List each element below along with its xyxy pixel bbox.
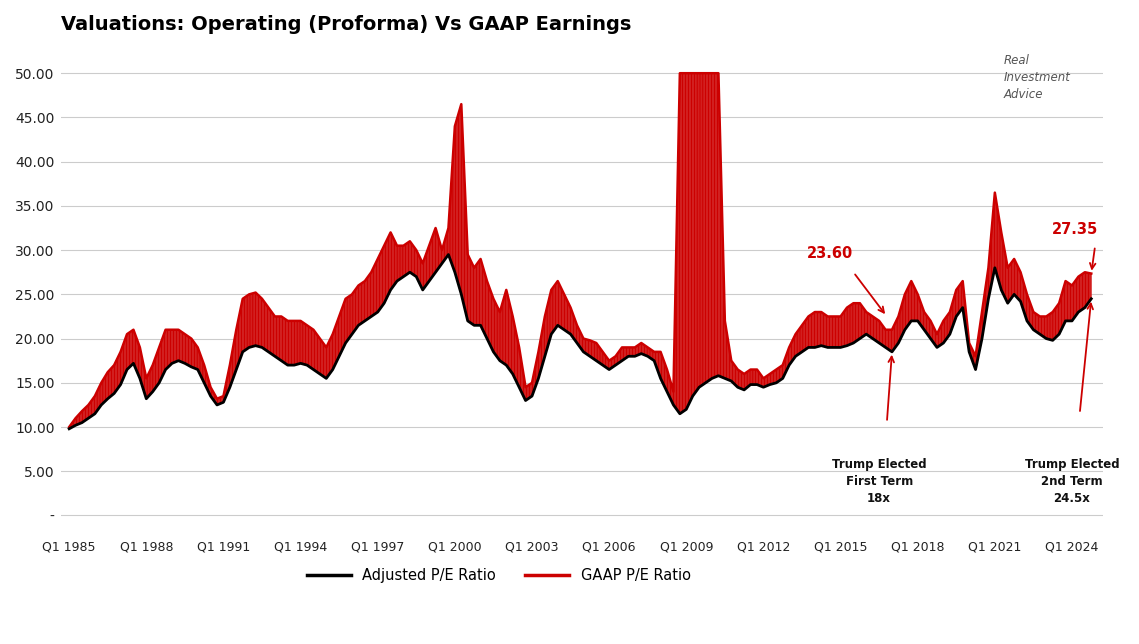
Text: 23.60: 23.60 [808,246,853,261]
Text: Valuations: Operating (Proforma) Vs GAAP Earnings: Valuations: Operating (Proforma) Vs GAAP… [62,15,632,34]
Text: Trump Elected
2nd Term
24.5x: Trump Elected 2nd Term 24.5x [1025,458,1120,505]
Text: 27.35: 27.35 [1051,222,1098,237]
Text: Trump Elected
First Term
18x: Trump Elected First Term 18x [831,458,926,505]
Legend: Adjusted P/E Ratio, GAAP P/E Ratio: Adjusted P/E Ratio, GAAP P/E Ratio [301,562,697,589]
Text: Real
Investment
Advice: Real Investment Advice [1003,54,1071,101]
